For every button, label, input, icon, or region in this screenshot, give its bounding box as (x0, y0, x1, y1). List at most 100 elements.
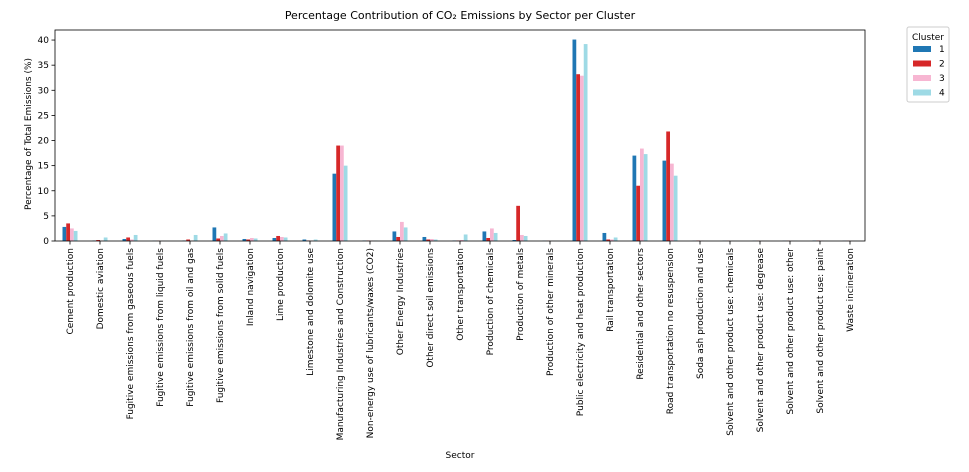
bar-cluster-4-10 (344, 166, 348, 241)
bar-cluster-2-15 (486, 238, 490, 241)
bar-cluster-4-16 (524, 236, 528, 241)
bar-cluster-1-20 (633, 156, 637, 241)
x-tick-label: Public electricity and heat production (576, 248, 586, 416)
bar-cluster-1-8 (273, 238, 277, 241)
y-tick-label: 15 (38, 162, 49, 172)
bar-cluster-4-19 (614, 237, 618, 241)
y-tick-label: 5 (43, 212, 49, 222)
legend-swatch-3 (913, 75, 931, 81)
x-tick-label: Rail transportation (606, 248, 616, 332)
plot-area: 0 5 10 15 20 25 30 35 40 Cement production Domesti… (38, 30, 865, 440)
x-tick-label: Solvent and other product use: chemicals (726, 248, 736, 436)
x-tick-label: Non-energy use of lubricants/waxes (CO2) (366, 248, 376, 438)
y-tick-label: 35 (38, 61, 49, 71)
y-tick-label: 25 (38, 111, 49, 121)
bar-cluster-3-18 (580, 76, 584, 241)
bar-cluster-1-19 (603, 233, 607, 241)
x-tick-label: Domestic aviation (96, 248, 106, 329)
bar-cluster-4-5 (194, 235, 198, 241)
legend-label-3: 3 (939, 74, 945, 84)
bar-cluster-3-15 (490, 228, 494, 241)
x-axis-label: Sector (446, 451, 475, 461)
bar-cluster-4-14 (464, 234, 468, 241)
x-tick-label: Road transportation no resuspension (666, 248, 676, 414)
chart-title: Percentage Contribution of CO₂ Emissions… (285, 9, 636, 22)
bar-cluster-4-18 (584, 44, 588, 241)
bar-cluster-2-10 (336, 146, 340, 241)
x-tick-label: Limestone and dolomite use (306, 248, 316, 376)
x-tick-label: Solvent and other product use: other (786, 248, 796, 415)
bar-cluster-2-18 (576, 74, 580, 241)
x-tick-label: Manufacturing Industries and Constructio… (336, 248, 346, 440)
bar-cluster-1-13 (423, 237, 427, 241)
bar-cluster-3-10 (340, 146, 344, 241)
legend-swatch-1 (913, 46, 931, 52)
y-tick-label: 40 (38, 36, 50, 46)
bar-cluster-4-12 (404, 227, 408, 241)
bar-cluster-2-8 (276, 236, 280, 241)
x-tick-label: Other Energy Industries (396, 248, 406, 356)
bar-cluster-3-1 (70, 228, 74, 241)
bar-cluster-4-8 (284, 237, 288, 241)
bar-cluster-1-21 (663, 161, 667, 241)
bar-cluster-1-10 (333, 174, 337, 241)
bar-cluster-3-8 (280, 237, 284, 241)
x-tick-label: Production of other minerals (546, 248, 556, 376)
bar-cluster-2-20 (636, 186, 640, 241)
legend: Cluster 1 2 3 4 (907, 27, 949, 102)
bar-cluster-3-6 (220, 236, 224, 241)
bar-cluster-4-2 (104, 237, 108, 241)
bar-cluster-2-16 (516, 206, 520, 241)
bar-cluster-3-21 (670, 164, 674, 241)
y-tick-label: 20 (38, 137, 50, 147)
x-tick-label: Other direct soil emissions (426, 248, 436, 368)
bar-cluster-3-12 (400, 222, 404, 241)
x-tick-label: Lime production (276, 248, 286, 321)
bar-cluster-1-1 (63, 227, 67, 241)
x-tick-label: Waste incineration (846, 248, 856, 332)
bar-cluster-4-6 (224, 233, 228, 241)
x-tick-label: Inland navigation (246, 248, 256, 326)
bar-cluster-2-1 (66, 223, 70, 241)
bar-cluster-4-20 (644, 154, 648, 241)
bar-cluster-3-20 (640, 149, 644, 241)
x-tick-label: Fugitive emissions from oil and gas (186, 248, 196, 407)
bar-cluster-2-21 (666, 131, 670, 241)
x-tick-label: Production of chemicals (486, 248, 496, 356)
x-tick-label: Fugitive emissions from gaseous fuels (126, 248, 136, 420)
bar-cluster-1-12 (393, 231, 397, 241)
y-tick-label: 30 (38, 86, 50, 96)
x-tick-label: Cement production (66, 248, 76, 335)
x-tick-label: Residential and other sectors (636, 248, 646, 380)
y-tick-label: 10 (38, 187, 50, 197)
x-tick-label: Production of metals (516, 248, 526, 341)
bar-cluster-1-18 (573, 40, 577, 241)
legend-label-1: 1 (939, 45, 945, 55)
x-tick-label: Fugitive emissions from liquid fuels (156, 248, 166, 407)
plot-frame (55, 30, 865, 241)
x-tick-label: Other transportation (456, 248, 466, 341)
bar-cluster-2-12 (396, 237, 400, 241)
bar-cluster-2-3 (126, 237, 130, 241)
legend-swatch-4 (913, 90, 931, 96)
x-tick-label: Fugitive emissions from solid fuels (216, 248, 226, 403)
legend-swatch-2 (913, 61, 931, 67)
bar-cluster-4-21 (674, 176, 678, 241)
y-axis-label: Percentage of Total Emissions (%) (24, 58, 34, 210)
bar-cluster-3-16 (520, 235, 524, 241)
y-tick-label: 0 (43, 237, 49, 247)
x-tick-label: Solvent and other product use: degrease (756, 248, 766, 433)
legend-label-4: 4 (939, 89, 945, 99)
bar-cluster-1-6 (213, 227, 217, 241)
legend-title: Cluster (912, 33, 944, 43)
bar-cluster-1-15 (483, 231, 487, 241)
bar-cluster-4-15 (494, 233, 498, 241)
bar-cluster-4-1 (74, 231, 78, 241)
x-tick-label: Soda ash production and use (696, 248, 706, 379)
bar-cluster-4-3 (134, 235, 138, 241)
legend-label-2: 2 (939, 60, 945, 70)
x-tick-label: Solvent and other product use: paint (816, 248, 826, 414)
bar-cluster-3-7 (250, 238, 254, 241)
